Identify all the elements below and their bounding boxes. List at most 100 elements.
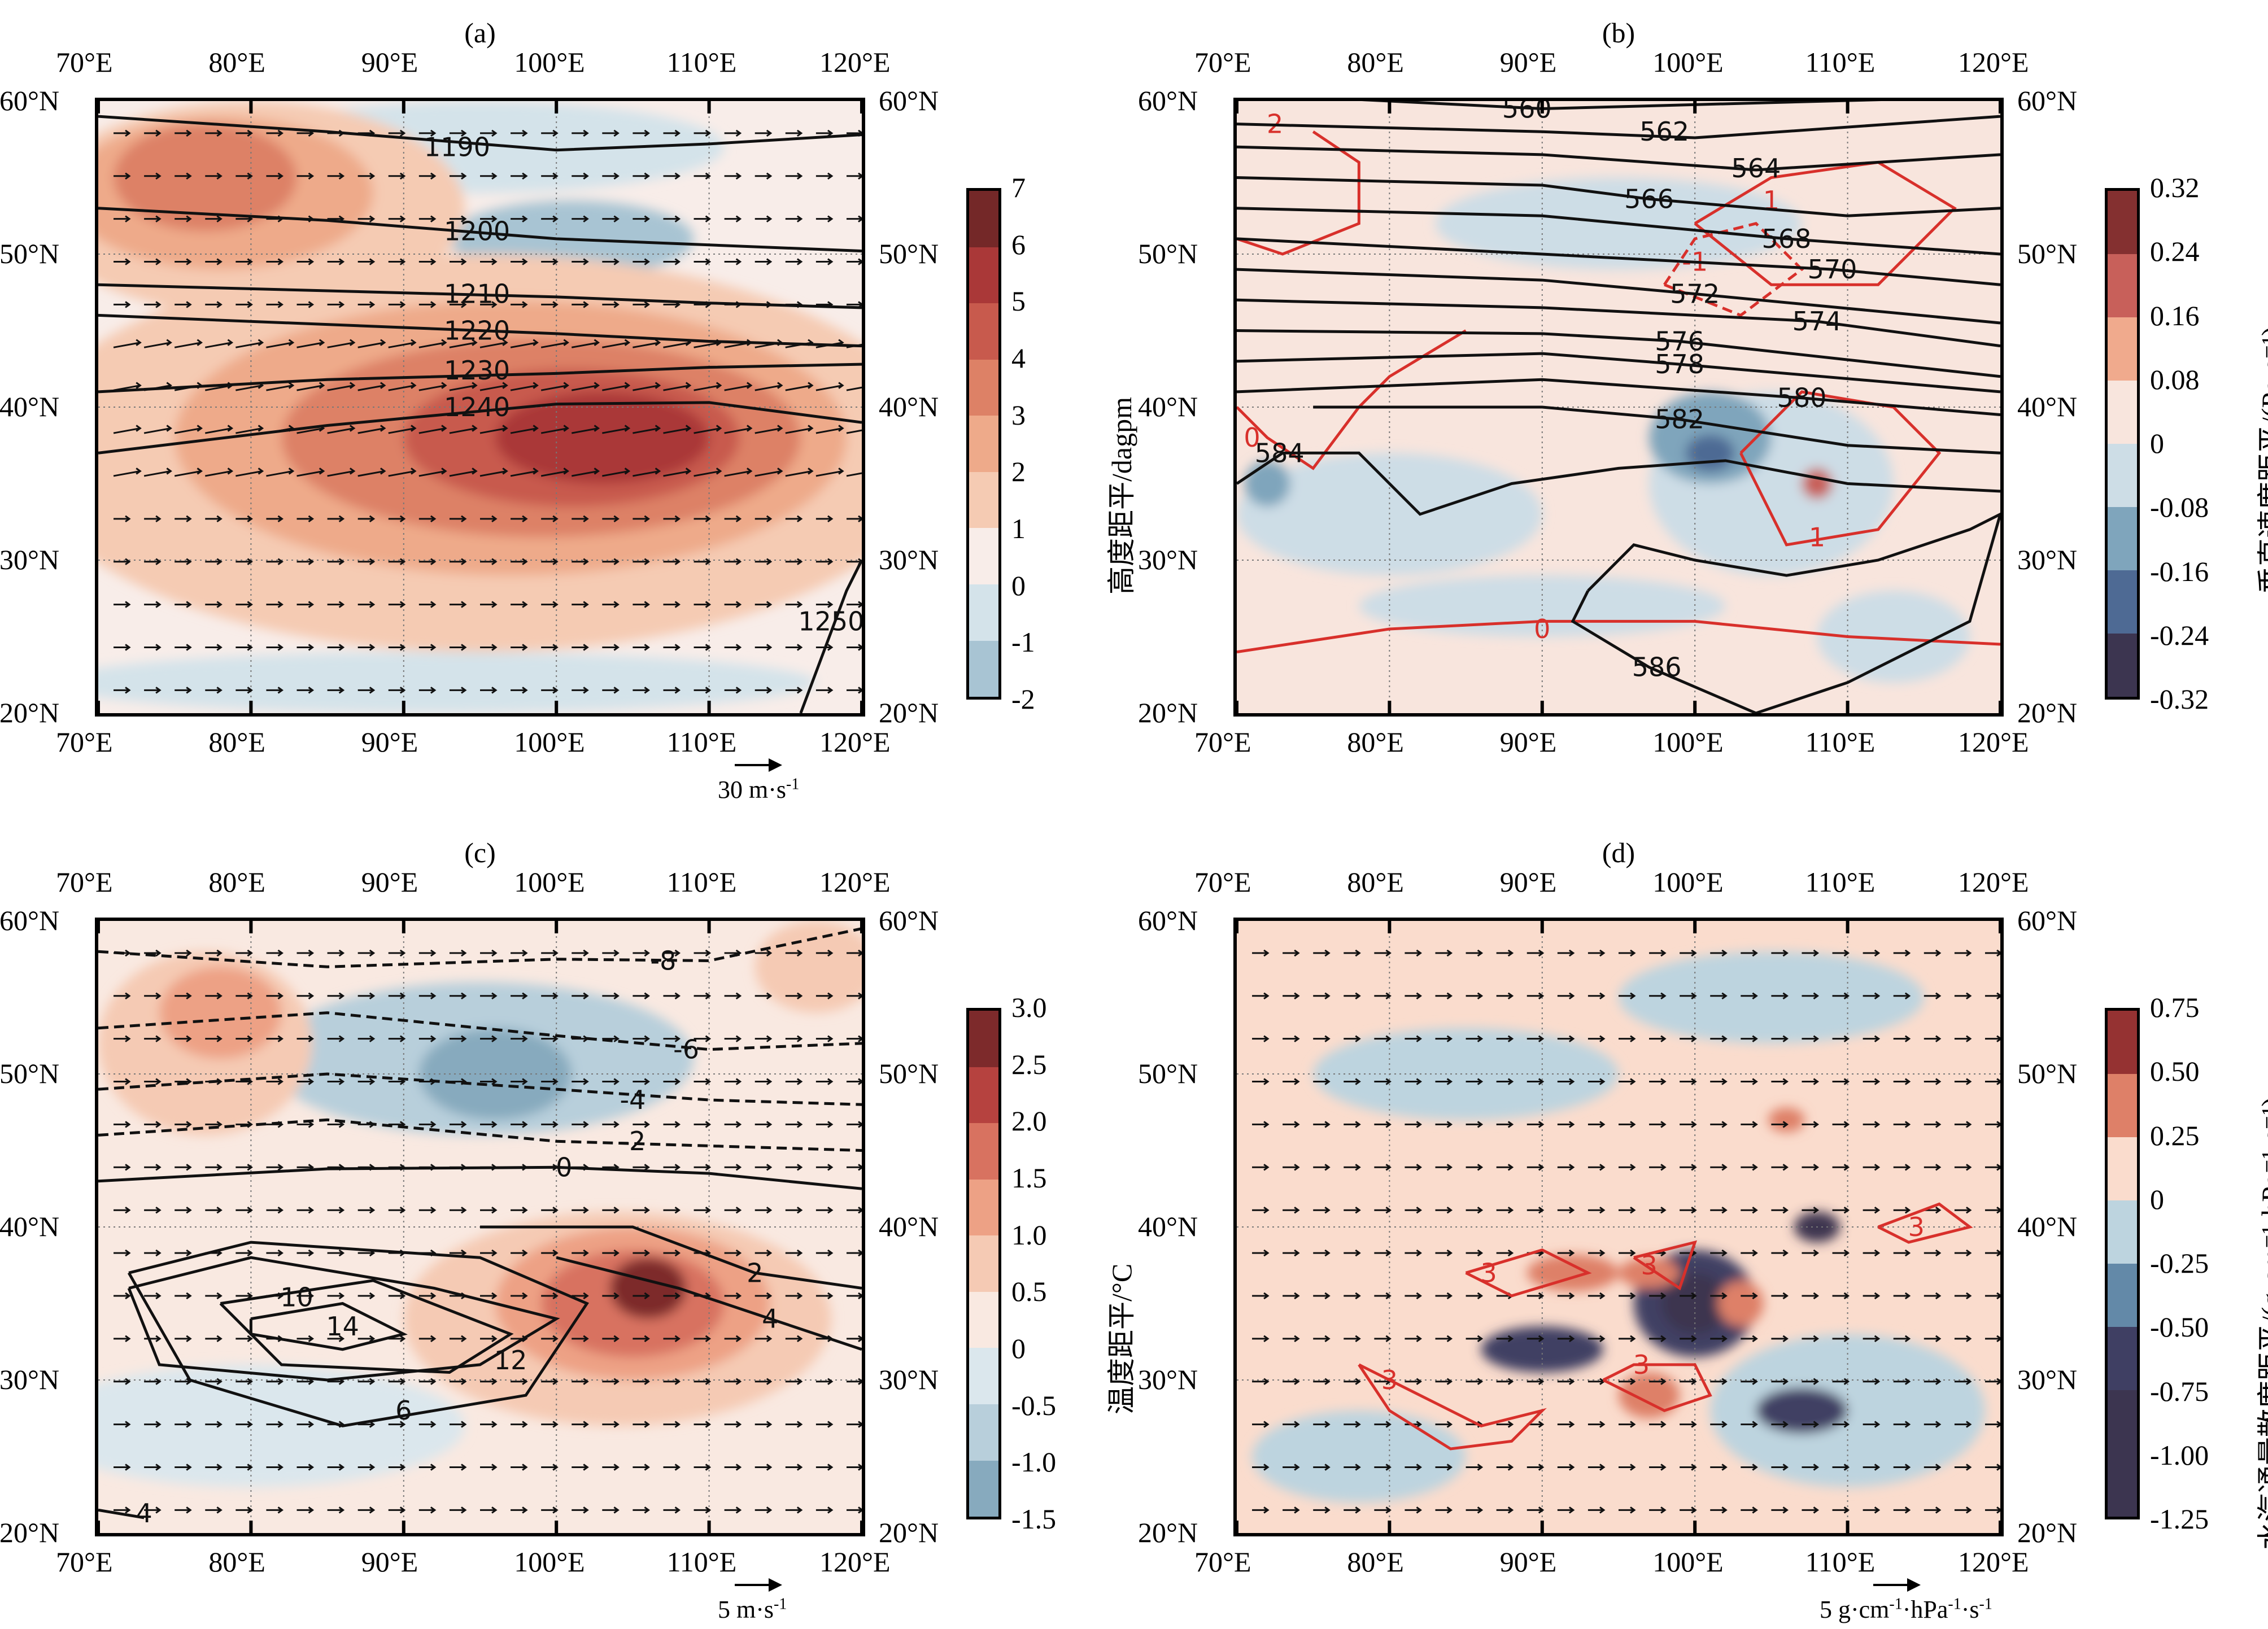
wind-vector-head (1996, 1249, 2000, 1257)
contour-line (799, 559, 862, 713)
x-tick-label: 100°E (1652, 726, 1724, 758)
wind-vector-head (1324, 1078, 1331, 1085)
wind-vector-head (1752, 1164, 1758, 1171)
wind-vector-head (796, 558, 803, 565)
wind-vector-head (1538, 1078, 1545, 1085)
wind-vector-head (1355, 1292, 1361, 1300)
wind-vector-head (644, 1121, 650, 1128)
wind-vector-head (1966, 1421, 1972, 1428)
wind-vector-head (1599, 1206, 1606, 1214)
wind-vector-head (1324, 1506, 1331, 1514)
wind-vector-head (858, 1249, 862, 1257)
wind-vector (724, 427, 752, 434)
colorbar-swatch (2108, 1137, 2137, 1200)
wind-vector-head (552, 601, 559, 608)
wind-vector-head (1935, 1164, 1942, 1171)
wind-vector-head (227, 425, 234, 432)
wind-vector-head (583, 1206, 589, 1214)
colorbar-swatch (969, 1348, 998, 1404)
wind-vector-head (735, 644, 742, 651)
contour-label: 1230 (444, 355, 510, 386)
wind-vector-head (247, 129, 253, 137)
wind-vector-head (1263, 992, 1270, 1000)
wind-vector-head (674, 1206, 681, 1214)
x-tick-label: 90°E (361, 866, 418, 898)
map-plot: 01-1210560562564566568570572574576578580… (1237, 101, 2000, 713)
wind-vector-head (430, 1206, 437, 1214)
wind-vector-head (705, 172, 712, 180)
colorbar-swatch (2108, 317, 2137, 381)
wind-vector-head (796, 1249, 803, 1257)
wind-vector-head (247, 1506, 253, 1514)
wind-vector-head (705, 1378, 712, 1385)
wind-vector-head (186, 949, 192, 957)
wind-vector-head (319, 339, 325, 346)
wind-vector-head (399, 1035, 406, 1042)
wind-vector-head (1477, 1078, 1484, 1085)
wind-vector-head (308, 258, 315, 265)
wind-vector-head (1691, 1378, 1697, 1385)
wind-vector-head (1538, 1164, 1545, 1171)
wind-vector-head (1568, 1421, 1575, 1428)
wind-vector-head (369, 992, 376, 1000)
wind-vector-head (461, 1506, 467, 1514)
wind-vector-head (1721, 1164, 1728, 1171)
wind-vector-head (155, 949, 162, 957)
wind-vector-head (735, 1292, 742, 1300)
wind-vector-head (369, 1378, 376, 1385)
y-tick-label: 30°N (879, 1364, 939, 1395)
wind-vector-head (399, 601, 406, 608)
vector-reference-arrow (735, 1578, 782, 1592)
wind-vector-head (1446, 1292, 1453, 1300)
wind-vector-head (644, 687, 650, 694)
wind-vector-head (1324, 949, 1331, 957)
wind-vector-head (1263, 1421, 1270, 1428)
wind-vector-head (766, 992, 773, 1000)
vector-reference-value: 5 (1820, 1596, 1832, 1623)
wind-vector (663, 470, 690, 477)
wind-vector-head (461, 1206, 467, 1214)
contour-label: 572 (1670, 278, 1720, 309)
wind-vector-head (1966, 1078, 1972, 1085)
contour-label: 6 (395, 1395, 412, 1426)
wind-vector-head (125, 1164, 131, 1171)
wind-vector-head (1843, 1206, 1850, 1214)
contour-line (1358, 1363, 1547, 1451)
wind-vector-head (613, 215, 620, 222)
wind-vector-head (1904, 1335, 1911, 1343)
wind-vector-head (705, 1164, 712, 1171)
wind-vector-head (1904, 1378, 1911, 1385)
vector-reference-unit: m·s (749, 776, 786, 803)
wind-vector-head (1966, 1121, 1972, 1128)
wind-vector-head (369, 1206, 376, 1214)
wind-vector-head (308, 1078, 315, 1085)
x-tick-label: 70°E (56, 726, 113, 758)
wind-vector-head (1966, 1464, 1972, 1471)
wind-vector-head (674, 1121, 681, 1128)
wind-vector-head (338, 1121, 345, 1128)
wind-vector-head (796, 215, 803, 222)
wind-vector-head (1813, 1464, 1820, 1471)
contour-label: 3 (1641, 1250, 1657, 1281)
wind-vector-head (472, 468, 478, 475)
colorbar-tick-label: -1.00 (2150, 1439, 2209, 1471)
wind-vector-head (644, 1464, 650, 1471)
wind-vector-head (399, 301, 406, 308)
wind-vector-head (644, 1078, 650, 1085)
wind-vector-head (155, 644, 162, 651)
x-tick-label: 80°E (208, 1546, 265, 1578)
wind-vector-head (338, 949, 345, 957)
wind-vector-head (705, 558, 712, 565)
wind-vector-head (1813, 1335, 1820, 1343)
wind-vector-head (1996, 1464, 2000, 1471)
wind-vector-head (1752, 1249, 1758, 1257)
wind-vector (296, 470, 324, 477)
wind-vector-head (1630, 1335, 1636, 1343)
wind-vector-head (522, 515, 528, 523)
y-tick-label: 60°N (2017, 905, 2078, 936)
wind-vector-head (858, 1335, 862, 1343)
wind-vector-head (277, 558, 284, 565)
anomaly-region (1685, 434, 1735, 471)
wind-vector (357, 385, 385, 391)
wind-vector-head (766, 1035, 773, 1042)
